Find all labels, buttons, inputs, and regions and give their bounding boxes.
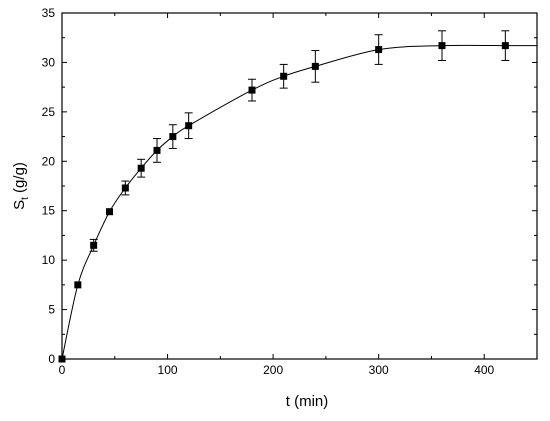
data-point — [58, 355, 66, 363]
x-axis: 0 100 200 300 400 — [59, 13, 538, 377]
data-point — [137, 164, 145, 172]
y-axis-title-unit: (g/g) — [11, 162, 28, 197]
data-point — [106, 208, 113, 216]
plot-area — [61, 12, 538, 360]
x-tick-label: 100 — [158, 363, 178, 377]
plot-frame — [61, 12, 538, 360]
x-tick-label: 400 — [474, 363, 494, 377]
data-point — [501, 42, 509, 50]
y-axis-title-main: S — [11, 200, 28, 210]
x-tick-label: 300 — [369, 363, 389, 377]
series-layer — [58, 30, 537, 363]
data-point — [375, 46, 383, 54]
y-tick-label: 35 — [42, 6, 56, 20]
y-tick-label: 15 — [42, 204, 56, 218]
y-tick-label: 10 — [42, 253, 56, 267]
data-point — [74, 281, 82, 289]
y-tick-label: 25 — [42, 105, 56, 119]
data-point — [248, 86, 256, 94]
y-tick-label: 5 — [48, 303, 55, 317]
data-point — [185, 122, 193, 130]
y-axis: 0 5 10 15 20 25 30 35 — [42, 6, 537, 366]
data-point — [311, 62, 319, 70]
x-axis-title: t (min) — [286, 393, 329, 410]
x-tick-label: 200 — [263, 363, 283, 377]
data-point — [169, 133, 177, 141]
y-axis-title: St (g/g) — [11, 162, 31, 210]
data-point — [280, 72, 288, 80]
data-point — [153, 146, 161, 154]
y-tick-label: 0 — [48, 352, 55, 366]
x-tick-label: 0 — [59, 363, 66, 377]
y-tick-label: 30 — [42, 55, 56, 69]
data-point — [438, 42, 446, 50]
y-axis-title-subscript: t — [20, 197, 31, 200]
series-line — [61, 44, 537, 360]
data-point — [90, 241, 98, 249]
data-point — [121, 184, 129, 192]
y-tick-label: 20 — [42, 154, 56, 168]
